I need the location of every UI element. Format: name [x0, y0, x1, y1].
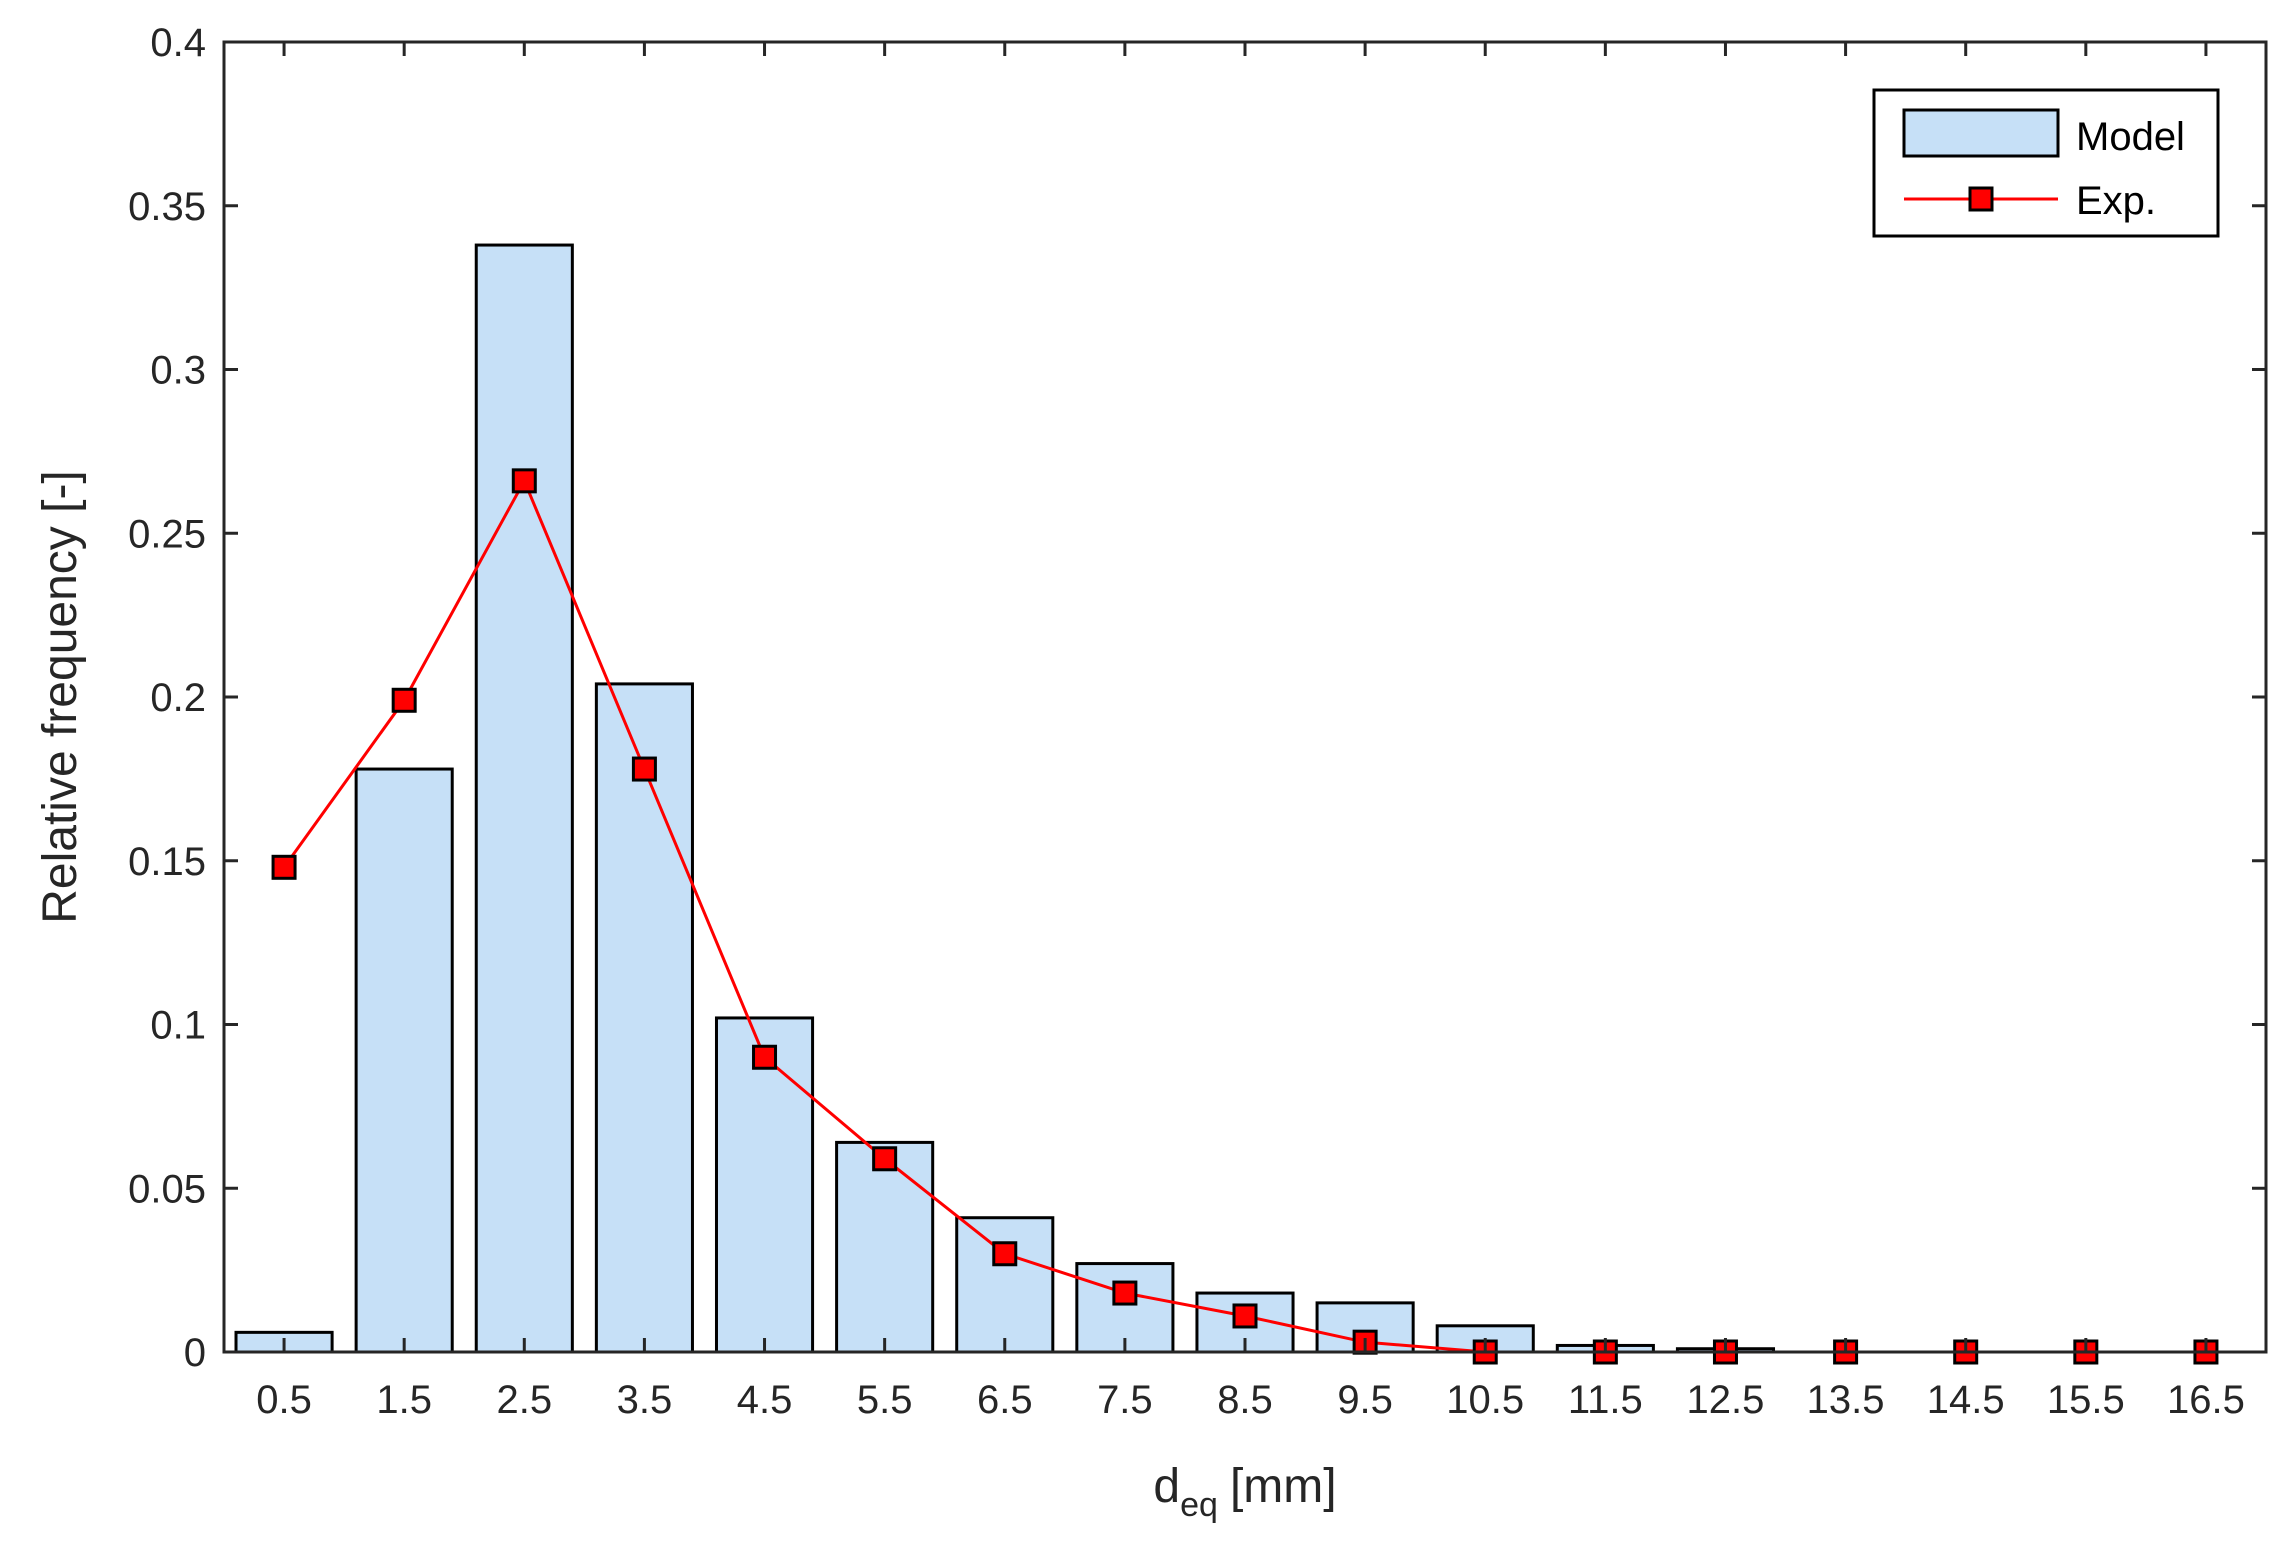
- y-tick-label: 0.25: [128, 512, 206, 556]
- y-tick-label: 0.1: [150, 1004, 206, 1048]
- exp-point-1.5: [391, 687, 417, 713]
- bar-model-3.5: [594, 682, 694, 1354]
- legend: Model Exp.: [1872, 88, 2220, 238]
- x-tick-label: 0.5: [256, 1378, 312, 1422]
- y-axis-label: Relative frequency [-]: [34, 470, 87, 924]
- bar-model-4.5: [714, 1016, 815, 1354]
- x-axis-label: deq [mm]: [1153, 1460, 1336, 1524]
- y-tick-label: 0.2: [150, 676, 206, 720]
- x-tick-label: 9.5: [1337, 1378, 1393, 1422]
- exp-point-7.5: [1112, 1280, 1138, 1306]
- exp-point-8.5: [1232, 1303, 1258, 1329]
- bar-model-2.5: [474, 243, 574, 1354]
- x-tick-label: 11.5: [1568, 1378, 1643, 1422]
- model-bars: [234, 243, 1776, 1354]
- x-tick-label: 8.5: [1217, 1378, 1273, 1422]
- exp-point-4.5: [752, 1044, 778, 1070]
- y-tick-label: 0.35: [128, 185, 206, 229]
- y-tick-label: 0.15: [128, 840, 206, 884]
- x-tick-label: 15.5: [2047, 1378, 2125, 1422]
- x-tick-label: 6.5: [977, 1378, 1033, 1422]
- bar-model-5.5: [835, 1140, 935, 1354]
- x-tick-label: 12.5: [1687, 1378, 1765, 1422]
- legend-model-label: Model: [2076, 115, 2185, 159]
- legend-exp-marker: [1968, 186, 1994, 212]
- x-tick-label: 4.5: [737, 1378, 793, 1422]
- bar-model-1.5: [354, 767, 454, 1354]
- exp-point-3.5: [631, 756, 657, 782]
- x-tick-label: 13.5: [1807, 1378, 1885, 1422]
- exp-point-6.5: [992, 1241, 1018, 1267]
- bar-model-7.5: [1075, 1262, 1175, 1354]
- axis-ticks: 0.5 1.5 2.5 3.5 4.5 5.5 6.5 7.5 8.5 9.5 10.5 11.5 12…: [128, 21, 2266, 1422]
- exp-point-5.5: [872, 1146, 898, 1172]
- y-tick-label: 0.4: [150, 21, 206, 65]
- x-tick-label: 7.5: [1097, 1378, 1153, 1422]
- x-tick-label: 5.5: [857, 1378, 913, 1422]
- legend-exp-label: Exp.: [2076, 179, 2156, 223]
- x-tick-label: 16.5: [2167, 1378, 2245, 1422]
- legend-model-swatch: [1902, 108, 2060, 158]
- x-tick-label: 2.5: [496, 1378, 552, 1422]
- x-tick-label: 3.5: [617, 1378, 673, 1422]
- x-tick-label: 10.5: [1446, 1378, 1524, 1422]
- bar-model-6.5: [955, 1216, 1055, 1354]
- x-tick-label: 14.5: [1927, 1378, 2005, 1422]
- x-tick-label: 1.5: [376, 1378, 432, 1422]
- exp-point-0.5: [271, 854, 297, 880]
- y-tick-label: 0: [184, 1331, 206, 1375]
- y-tick-label: 0.05: [128, 1167, 206, 1211]
- exp-point-2.5: [511, 468, 537, 494]
- y-tick-label: 0.3: [150, 349, 206, 393]
